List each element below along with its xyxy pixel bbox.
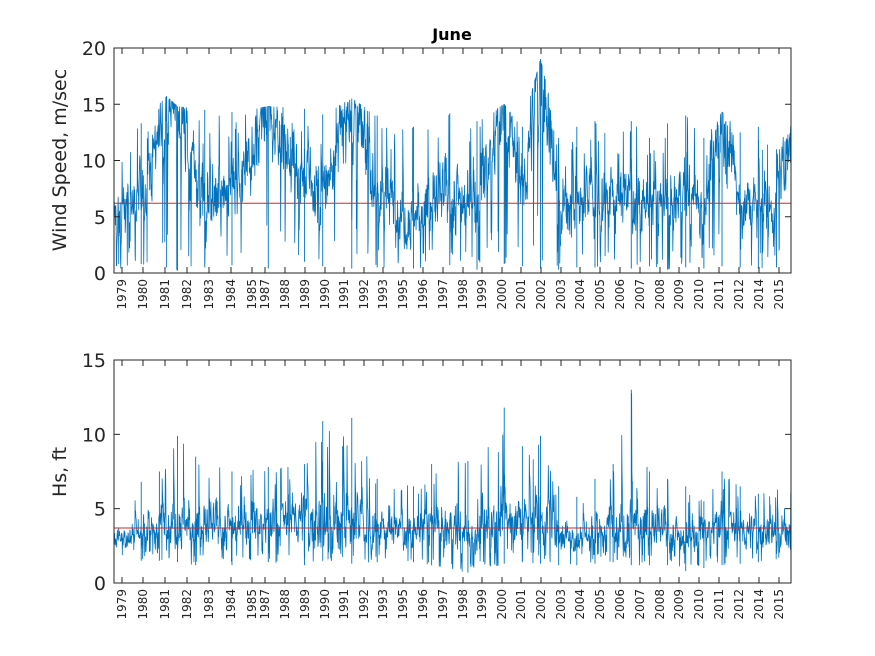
- y-axis-label: Wind Speed, m/sec: [49, 69, 71, 251]
- y-tick-label: 0: [94, 263, 106, 285]
- x-tick-label: 2003: [554, 589, 568, 620]
- x-tick-label: 2006: [613, 589, 627, 620]
- x-tick-label: 1984: [224, 589, 238, 620]
- y-axis-label: Hs, ft: [49, 447, 71, 497]
- x-tick-label: 2004: [573, 279, 587, 310]
- x-tick-label: 2007: [633, 589, 647, 620]
- x-tick-label: 1999: [475, 589, 489, 620]
- x-tick-label: 1997: [436, 589, 450, 620]
- x-tick-label: 1992: [357, 589, 371, 620]
- x-tick-label: 1981: [158, 279, 172, 310]
- x-tick-label: 1996: [416, 589, 430, 620]
- x-tick-label: 1988: [278, 589, 292, 620]
- x-tick-label: 2008: [653, 589, 667, 620]
- x-tick-label: 1983: [202, 279, 216, 310]
- x-tick-label: 1988: [278, 279, 292, 310]
- x-tick-label: 2011: [712, 589, 726, 620]
- x-tick-label: 1987: [258, 589, 272, 620]
- x-tick-label: 1980: [136, 589, 150, 620]
- y-tick-label: 5: [94, 207, 106, 229]
- x-tick-label: 1996: [416, 279, 430, 310]
- x-tick-label: 1995: [396, 589, 410, 620]
- x-tick-label: 1991: [337, 279, 351, 310]
- x-tick-label: 1979: [115, 279, 129, 310]
- x-tick-label: 2005: [593, 279, 607, 310]
- x-tick-label: 2001: [514, 279, 528, 310]
- wave-height-series: [113, 389, 792, 573]
- x-tick-label: 1987: [258, 279, 272, 310]
- x-tick-label: 1982: [180, 589, 194, 620]
- x-tick-label: 2015: [772, 279, 786, 310]
- x-axis-ticks: 1979 1980 1981 1982 1983 1984 1985 1987 1988 1989…: [115, 360, 786, 620]
- x-tick-label: 2010: [692, 589, 706, 620]
- x-tick-label: 2012: [732, 279, 746, 310]
- plot-frame: [113, 359, 792, 584]
- x-tick-label: 1984: [224, 279, 238, 310]
- x-tick-label: 1982: [180, 279, 194, 310]
- x-tick-label: 2003: [554, 279, 568, 310]
- x-tick-label: 2011: [712, 279, 726, 310]
- x-tick-label: 1979: [115, 589, 129, 620]
- x-tick-label: 1993: [376, 589, 390, 620]
- x-tick-label: 2014: [752, 589, 766, 620]
- y-tick-label: 15: [82, 94, 106, 116]
- x-tick-label: 1998: [456, 589, 470, 620]
- x-tick-label: 1992: [357, 279, 371, 310]
- y-tick-label: 15: [82, 350, 106, 372]
- x-tick-label: 2000: [495, 589, 509, 620]
- y-tick-label: 0: [94, 573, 106, 595]
- x-tick-label: 2009: [672, 279, 686, 310]
- x-tick-label: 2014: [752, 279, 766, 310]
- x-tick-label: 1985: [245, 279, 259, 310]
- y-tick-label: 10: [82, 151, 106, 173]
- x-tick-label: 1985: [245, 589, 259, 620]
- x-tick-label: 1991: [337, 589, 351, 620]
- y-tick-label: 5: [94, 499, 106, 521]
- x-tick-label: 1997: [436, 279, 450, 310]
- wind-speed-panel: June Wind Speed, m/sec 0 5 10 15 20 1979 1980…: [49, 25, 792, 310]
- y-tick-label: 10: [82, 424, 106, 446]
- x-tick-label: 2015: [772, 589, 786, 620]
- y-axis-ticks: 0 5 10 15 20: [82, 38, 791, 285]
- x-tick-label: 2002: [534, 279, 548, 310]
- x-tick-label: 2008: [653, 279, 667, 310]
- x-tick-label: 2012: [732, 589, 746, 620]
- x-tick-label: 2004: [573, 589, 587, 620]
- x-tick-label: 1990: [318, 279, 332, 310]
- x-tick-label: 1990: [318, 589, 332, 620]
- x-tick-label: 2001: [514, 589, 528, 620]
- x-tick-label: 2006: [613, 279, 627, 310]
- y-axis-ticks: 0 5 10 15: [82, 350, 791, 595]
- x-tick-label: 2005: [593, 589, 607, 620]
- x-tick-label: 1999: [475, 279, 489, 310]
- x-tick-label: 2007: [633, 279, 647, 310]
- series-line: [113, 58, 792, 271]
- chart-title: June: [431, 25, 472, 44]
- y-tick-label: 20: [82, 38, 106, 60]
- x-axis-ticks: 1979 1980 1981 1982 1983 1984 1985 1987 1988 1989…: [115, 48, 786, 310]
- x-tick-label: 2000: [495, 279, 509, 310]
- x-tick-label: 1989: [298, 279, 312, 310]
- x-tick-label: 1998: [456, 279, 470, 310]
- x-tick-label: 1983: [202, 589, 216, 620]
- x-tick-label: 1981: [158, 589, 172, 620]
- x-tick-label: 1989: [298, 589, 312, 620]
- x-tick-label: 1980: [136, 279, 150, 310]
- series-line: [113, 393, 792, 572]
- x-tick-label: 2002: [534, 589, 548, 620]
- x-tick-label: 2010: [692, 279, 706, 310]
- x-tick-label: 2009: [672, 589, 686, 620]
- x-tick-label: 1995: [396, 279, 410, 310]
- x-tick-label: 1993: [376, 279, 390, 310]
